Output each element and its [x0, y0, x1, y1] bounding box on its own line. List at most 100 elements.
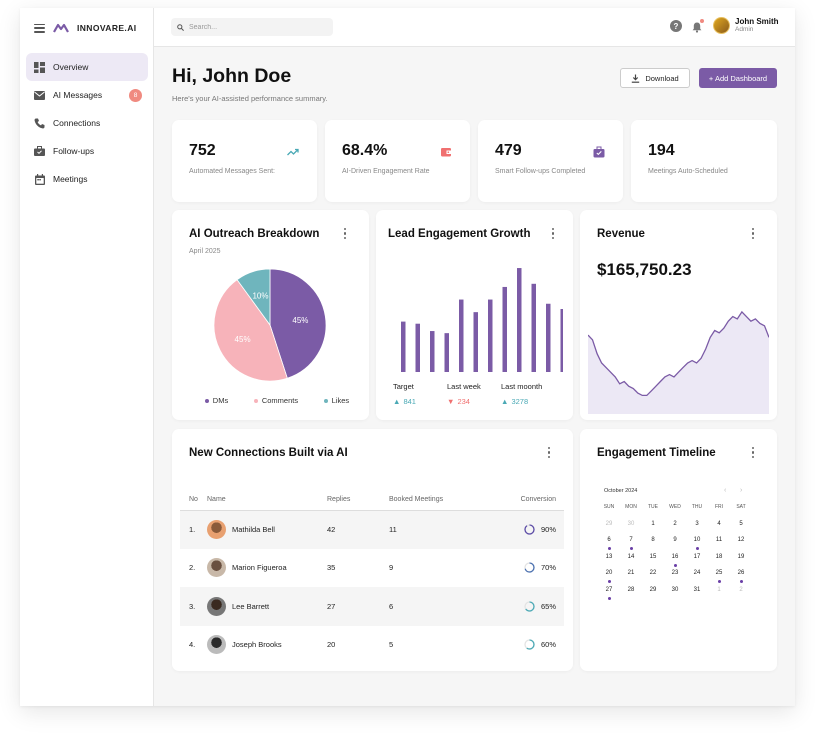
progress-ring-fill [524, 639, 535, 650]
calendar-day[interactable]: 8 [642, 537, 664, 554]
calendar-day[interactable]: 1 [708, 587, 730, 604]
person: Marion Figueroa [207, 558, 327, 578]
calendar-day[interactable]: 6 [598, 537, 620, 554]
chevron-left-icon[interactable]: ‹ [724, 487, 727, 494]
sidebar-item-overview[interactable]: Overview [26, 53, 148, 81]
calendar-day-number: 2 [673, 520, 677, 527]
cell-booked: 6 [389, 587, 489, 626]
calendar-day-number: 2 [739, 586, 743, 593]
metric-label: Last week [447, 382, 481, 391]
revenue-amount: $165,750.23 [597, 260, 692, 279]
user-menu[interactable]: John Smith Admin [713, 17, 779, 34]
calendar-day[interactable]: 14 [620, 554, 642, 571]
table-row[interactable]: 4. Joseph Brooks 20 5 60% [180, 626, 564, 665]
bell-icon [692, 22, 702, 33]
calendar-day[interactable]: 29 [598, 521, 620, 538]
bar-10 [531, 283, 536, 372]
event-dot [629, 547, 633, 551]
sidebar-item-ai-messages[interactable]: AI Messages 8 [26, 81, 148, 109]
sidebar-item-meetings[interactable]: Meetings [26, 165, 148, 193]
card-title: Revenue [597, 228, 645, 240]
calendar-day[interactable]: 29 [642, 587, 664, 604]
cell-conversion: 60% [489, 626, 564, 665]
avatar [207, 596, 226, 616]
calendar-day[interactable]: 30 [664, 587, 686, 604]
weekday-header: THU [691, 504, 703, 510]
cell-booked: 9 [389, 563, 394, 573]
calendar-day[interactable]: 16 [664, 554, 686, 571]
calendar-day[interactable]: 13 [598, 554, 620, 571]
calendar-day[interactable]: 7 [620, 537, 642, 554]
card-title: Lead Engagement Growth [388, 228, 531, 240]
card-title: Engagement Timeline [597, 447, 716, 459]
stat-label: Meetings Auto-Scheduled [648, 168, 728, 175]
calendar-day[interactable]: 18 [708, 554, 730, 571]
calendar-day[interactable]: 4 [708, 521, 730, 538]
metric-value-row: ▲ 3278 [501, 397, 571, 406]
stat-value: 194 [648, 142, 675, 159]
calendar-day[interactable]: 1 [642, 521, 664, 538]
calendar-day[interactable]: 12 [730, 537, 752, 554]
search-input[interactable] [189, 23, 319, 31]
table-row[interactable]: 2. Marion Figueroa 35 9 70% [180, 549, 564, 588]
calendar-day[interactable]: 2 [730, 587, 752, 604]
avatar [207, 635, 226, 655]
chevron-right-icon[interactable]: › [740, 487, 743, 494]
cell-booked: 5 [389, 640, 394, 650]
calendar-day[interactable]: 3 [686, 521, 708, 538]
stat-label: Automated Messages Sent: [189, 168, 275, 175]
pie-chart: 45% 45% 10% [213, 268, 327, 382]
calendar-day[interactable]: 10 [686, 537, 708, 554]
weekday-header: TUE [648, 504, 658, 510]
stat-value: 479 [495, 142, 522, 159]
event-dot [607, 580, 611, 584]
table-row[interactable]: 1. Mathilda Bell 42 11 90% [180, 510, 564, 549]
hamburger-menu-icon[interactable] [34, 23, 45, 33]
calendar-day-number: 25 [715, 570, 723, 577]
calendar-day[interactable]: 31 [686, 587, 708, 604]
calendar-day[interactable]: 30 [620, 521, 642, 538]
calendar-day[interactable]: 5 [730, 521, 752, 538]
conversion: 90% [489, 524, 564, 535]
card-period: April 2025 [189, 248, 221, 255]
calendar-day-number: 13 [605, 553, 613, 560]
cell-replies: 20 [327, 640, 336, 650]
calendar-day[interactable]: 27 [598, 587, 620, 604]
bar-5 [459, 299, 464, 372]
calendar-day-number: 6 [607, 537, 611, 544]
calendar-day[interactable]: 15 [642, 554, 664, 571]
calendar-day[interactable]: 11 [708, 537, 730, 554]
calendar-day[interactable]: 17 [686, 554, 708, 571]
download-button[interactable]: Download [620, 68, 690, 88]
calendar-day[interactable]: 21 [620, 570, 642, 587]
event-dot [717, 580, 721, 584]
add-dashboard-button[interactable]: + Add Dashboard [699, 68, 777, 88]
sidebar-item-follow-ups[interactable]: Follow-ups [26, 137, 148, 165]
calendar-day[interactable]: 26 [730, 570, 752, 587]
calendar-day-number: 29 [605, 520, 613, 527]
calendar-day[interactable]: 20 [598, 570, 620, 587]
sidebar-item-connections[interactable]: Connections [26, 109, 148, 137]
more-options-icon[interactable] [548, 447, 551, 458]
calendar-day[interactable]: 19 [730, 554, 752, 571]
legend-label: Likes [331, 396, 350, 405]
more-options-icon[interactable] [552, 228, 555, 239]
more-options-icon[interactable] [752, 447, 755, 458]
calendar-day[interactable]: 25 [708, 570, 730, 587]
table-row[interactable]: 3. Lee Barrett 27 6 65% [180, 587, 564, 626]
stat-card-engagement: 68.4% AI-Driven Engagement Rate [325, 120, 470, 202]
more-options-icon[interactable] [344, 228, 347, 239]
calendar-day[interactable]: 2 [664, 521, 686, 538]
revenue-area [588, 311, 769, 414]
more-options-icon[interactable] [752, 228, 755, 239]
calendar-day[interactable]: 23 [664, 570, 686, 587]
legend-item-likes: Likes [323, 396, 350, 405]
calendar-day[interactable]: 22 [642, 570, 664, 587]
bar-chart [401, 268, 563, 372]
pie-legend: DMs Comments Likes [192, 396, 362, 405]
calendar-day[interactable]: 24 [686, 570, 708, 587]
calendar-day[interactable]: 28 [620, 587, 642, 604]
notification-bell[interactable] [691, 19, 704, 33]
help-icon[interactable]: ? [670, 20, 682, 32]
calendar-day[interactable]: 9 [664, 537, 686, 554]
